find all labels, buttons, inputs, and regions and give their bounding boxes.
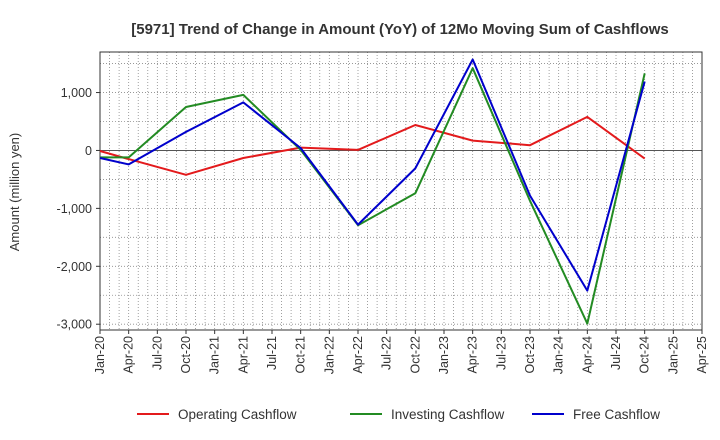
plot-frame	[99, 51, 703, 331]
x-tick-label: Apr-25	[695, 336, 709, 374]
y-axis-label: Amount (million yen)	[7, 133, 22, 252]
x-tick-label: Oct-21	[294, 336, 308, 374]
x-tick-label: Jul-24	[609, 336, 623, 370]
legend: Operating Cashflow Investing Cashflow Free…	[137, 407, 660, 422]
x-tick-label: Apr-21	[236, 336, 250, 374]
x-tick-label: Jan-21	[208, 336, 222, 374]
y-tick-label: 0	[85, 144, 92, 158]
legend-label-free-cashflow: Free Cashflow	[573, 407, 660, 422]
x-tick-label: Jul-22	[380, 336, 394, 370]
x-tick-label: Jan-22	[322, 336, 336, 374]
x-tick-label: Apr-23	[466, 336, 480, 374]
y-tick-label: -3,000	[57, 318, 92, 332]
series-line-operating-cashflow	[99, 115, 646, 176]
y-tick-label: 1,000	[61, 86, 92, 100]
legend-label-investing-cashflow: Investing Cashflow	[391, 407, 505, 422]
series-line-free-cashflow	[99, 58, 646, 292]
x-tick-label: Oct-23	[523, 336, 537, 374]
x-tick-label: Jul-23	[494, 336, 508, 370]
chart-title: [5971] Trend of Change in Amount (YoY) o…	[131, 21, 669, 38]
grid	[100, 52, 702, 330]
x-tick-label: Apr-24	[580, 336, 594, 374]
x-tick-label: Jan-23	[437, 336, 451, 374]
x-tick-label: Oct-20	[179, 336, 193, 374]
x-tick-label: Apr-22	[351, 336, 365, 374]
x-tick-label: Oct-24	[638, 336, 652, 374]
x-tick-label: Oct-22	[408, 336, 422, 374]
series-lines	[99, 58, 646, 325]
x-tick-label: Jan-25	[666, 336, 680, 374]
x-tick-label: Apr-20	[122, 336, 136, 374]
x-tick-label: Jul-20	[150, 336, 164, 370]
x-tick-label: Jan-24	[552, 336, 566, 374]
x-tick-label: Jan-20	[93, 336, 107, 374]
series-line-investing-cashflow	[100, 67, 646, 325]
y-tick-label: -1,000	[57, 202, 92, 216]
y-tick-label: -2,000	[57, 260, 92, 274]
legend-label-operating-cashflow: Operating Cashflow	[178, 407, 297, 422]
x-tick-label: Jul-21	[265, 336, 279, 370]
